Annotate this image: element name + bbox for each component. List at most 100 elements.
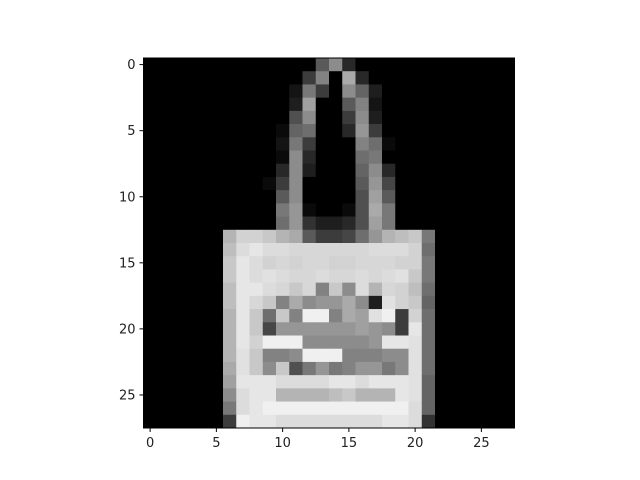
heatmap-cell <box>302 309 317 323</box>
heatmap-cell <box>329 229 343 244</box>
heatmap-cell <box>183 295 197 310</box>
heatmap-cell <box>421 309 436 323</box>
heatmap-cell <box>461 84 476 99</box>
heatmap-cell <box>342 110 356 125</box>
heatmap-cell <box>395 216 409 231</box>
heatmap-cell <box>143 71 158 85</box>
heatmap-cell <box>329 97 343 112</box>
heatmap-cell <box>249 282 264 297</box>
heatmap-cell <box>236 309 250 323</box>
heatmap-cell <box>382 150 396 165</box>
heatmap-cell <box>329 203 343 217</box>
heatmap-cell <box>461 335 476 350</box>
heatmap-cell <box>368 216 383 231</box>
heatmap-cell <box>302 137 317 151</box>
heatmap-cell <box>461 190 476 204</box>
heatmap-cell <box>448 282 462 297</box>
heatmap-cell <box>395 229 409 244</box>
heatmap-cell <box>236 295 250 310</box>
heatmap-cell <box>448 256 462 270</box>
heatmap-cell <box>262 269 277 284</box>
heatmap-cell <box>461 176 476 191</box>
heatmap-cell <box>501 176 515 191</box>
heatmap-cell <box>183 97 197 112</box>
heatmap-cell <box>355 150 370 165</box>
heatmap-cell <box>461 388 476 402</box>
heatmap-cell <box>382 269 396 284</box>
heatmap-cell <box>421 322 436 336</box>
heatmap-cell <box>448 335 462 350</box>
heatmap-cell <box>262 71 277 85</box>
heatmap-cell <box>395 71 409 85</box>
heatmap-cell <box>236 361 250 376</box>
heatmap-cell <box>289 216 303 231</box>
heatmap-cell <box>276 97 290 112</box>
heatmap-cell <box>435 295 449 310</box>
heatmap-cell <box>342 84 356 99</box>
heatmap-cell <box>236 388 250 402</box>
heatmap-cell <box>488 388 502 402</box>
heatmap-cell <box>236 335 250 350</box>
heatmap-cell <box>461 137 476 151</box>
heatmap-cell <box>170 269 184 284</box>
heatmap-cell <box>223 203 237 217</box>
heatmap-cell <box>342 256 356 270</box>
heatmap-cell <box>421 388 436 402</box>
heatmap-cell <box>262 335 277 350</box>
heatmap-cell <box>170 401 184 416</box>
heatmap-cell <box>355 216 370 231</box>
heatmap-cell <box>474 110 489 125</box>
heatmap-cell <box>289 84 303 99</box>
heatmap-cell <box>223 375 237 389</box>
heatmap-cell <box>448 309 462 323</box>
heatmap-cell <box>382 309 396 323</box>
heatmap-cell <box>474 243 489 257</box>
heatmap-cell <box>501 84 515 99</box>
heatmap-cell <box>342 176 356 191</box>
heatmap-cell <box>223 335 237 350</box>
heatmap-cell <box>355 401 370 416</box>
heatmap-cell <box>156 124 171 138</box>
heatmap-cell <box>368 243 383 257</box>
heatmap-cell <box>474 348 489 363</box>
heatmap-cell <box>395 190 409 204</box>
heatmap-cell <box>501 110 515 125</box>
heatmap-cell <box>156 97 171 112</box>
x-tick-label: 5 <box>212 436 220 451</box>
heatmap-cell <box>276 348 290 363</box>
heatmap-cell <box>368 401 383 416</box>
heatmap-cell <box>342 124 356 138</box>
heatmap-cell <box>276 322 290 336</box>
heatmap-cell <box>143 322 158 336</box>
heatmap-cell <box>289 295 303 310</box>
heatmap-cell <box>408 84 423 99</box>
heatmap-cell <box>170 203 184 217</box>
heatmap-cells <box>143 58 515 429</box>
heatmap-cell <box>474 322 489 336</box>
heatmap-cell <box>223 256 237 270</box>
heatmap-cell <box>395 124 409 138</box>
heatmap-cell <box>315 216 330 231</box>
heatmap-cell <box>461 243 476 257</box>
heatmap-cell <box>368 229 383 244</box>
heatmap-cell <box>183 256 197 270</box>
heatmap-cell <box>289 137 303 151</box>
heatmap-cell <box>355 282 370 297</box>
heatmap-cell <box>488 256 502 270</box>
heatmap-cell <box>262 124 277 138</box>
heatmap-cell <box>355 163 370 178</box>
heatmap-cell <box>342 335 356 350</box>
x-tick-label: 20 <box>407 436 424 451</box>
heatmap-cell <box>315 401 330 416</box>
heatmap-cell <box>368 269 383 284</box>
heatmap-cell <box>196 414 211 429</box>
heatmap-cell <box>395 282 409 297</box>
heatmap-cell <box>289 203 303 217</box>
heatmap-cell <box>315 71 330 85</box>
heatmap-cell <box>488 269 502 284</box>
heatmap-cell <box>421 97 436 112</box>
heatmap-cell <box>156 176 171 191</box>
heatmap-cell <box>382 243 396 257</box>
heatmap-cell <box>448 229 462 244</box>
heatmap-cell <box>289 401 303 416</box>
